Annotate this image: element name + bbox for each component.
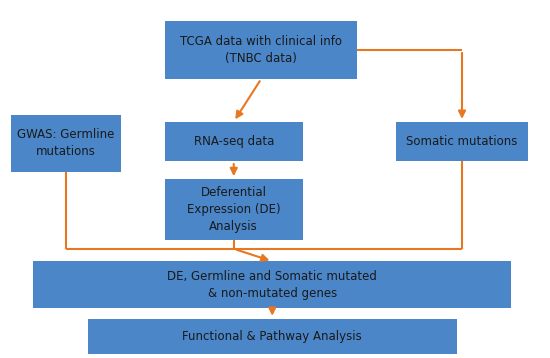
Text: RNA-seq data: RNA-seq data — [194, 135, 274, 148]
Text: Somatic mutations: Somatic mutations — [406, 135, 518, 148]
Text: TCGA data with clinical info
(TNBC data): TCGA data with clinical info (TNBC data) — [180, 35, 342, 65]
FancyBboxPatch shape — [33, 261, 512, 308]
Text: Functional & Pathway Analysis: Functional & Pathway Analysis — [183, 330, 362, 343]
FancyBboxPatch shape — [396, 122, 528, 161]
Text: GWAS: Germline
mutations: GWAS: Germline mutations — [17, 128, 115, 158]
Text: Deferential
Expression (DE)
Analysis: Deferential Expression (DE) Analysis — [187, 186, 280, 233]
FancyBboxPatch shape — [165, 21, 358, 79]
Text: DE, Germline and Somatic mutated
& non-mutated genes: DE, Germline and Somatic mutated & non-m… — [167, 270, 377, 300]
FancyBboxPatch shape — [88, 319, 456, 354]
FancyBboxPatch shape — [165, 122, 302, 161]
FancyBboxPatch shape — [165, 179, 302, 240]
FancyBboxPatch shape — [11, 115, 121, 172]
